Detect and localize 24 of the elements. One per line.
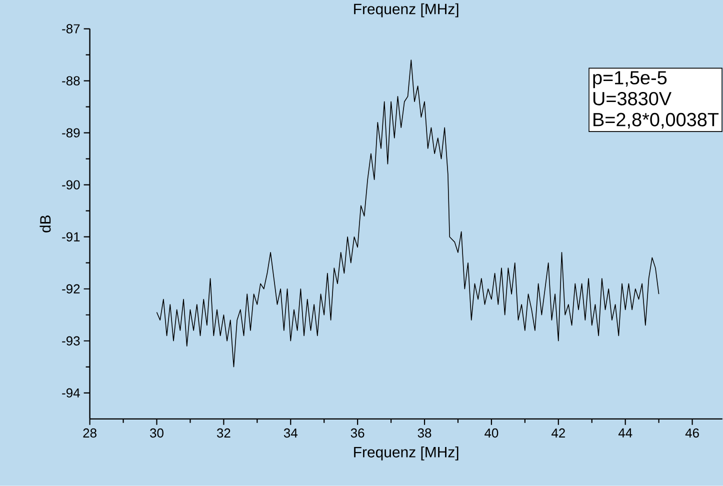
x-axis-title: Frequenz [MHz]	[354, 446, 458, 461]
y-tick-label: -87	[62, 24, 80, 34]
x-tick-label: 32	[216, 428, 230, 438]
y-tick-label: -91	[62, 232, 80, 242]
x-tick-label: 46	[685, 428, 699, 438]
y-tick-label: -89	[62, 128, 80, 138]
x-tick-label: 34	[284, 428, 298, 438]
y-tick-label: -90	[62, 180, 80, 190]
y-tick-label: -92	[62, 284, 80, 294]
y-tick-label: -93	[62, 336, 80, 346]
y-axis-title: dB	[40, 216, 51, 232]
x-tick-label: 36	[350, 428, 364, 438]
y-tick-label: -88	[62, 76, 80, 86]
x-tick-label: 30	[150, 428, 164, 438]
x-tick-label: 38	[418, 428, 432, 438]
annotation: U=3830V	[593, 92, 672, 106]
annotation: p=1,5e-5	[593, 71, 667, 88]
y-tick-label: -94	[62, 388, 80, 398]
x-tick-label: 42	[551, 428, 565, 438]
chart-title: Frequenz [MHz]	[354, 3, 458, 18]
x-tick-label: 28	[83, 428, 96, 438]
x-tick-label: 44	[618, 428, 632, 438]
x-tick-label: 40	[484, 428, 498, 438]
annotation: B=2,8*0,0038T	[594, 113, 719, 129]
